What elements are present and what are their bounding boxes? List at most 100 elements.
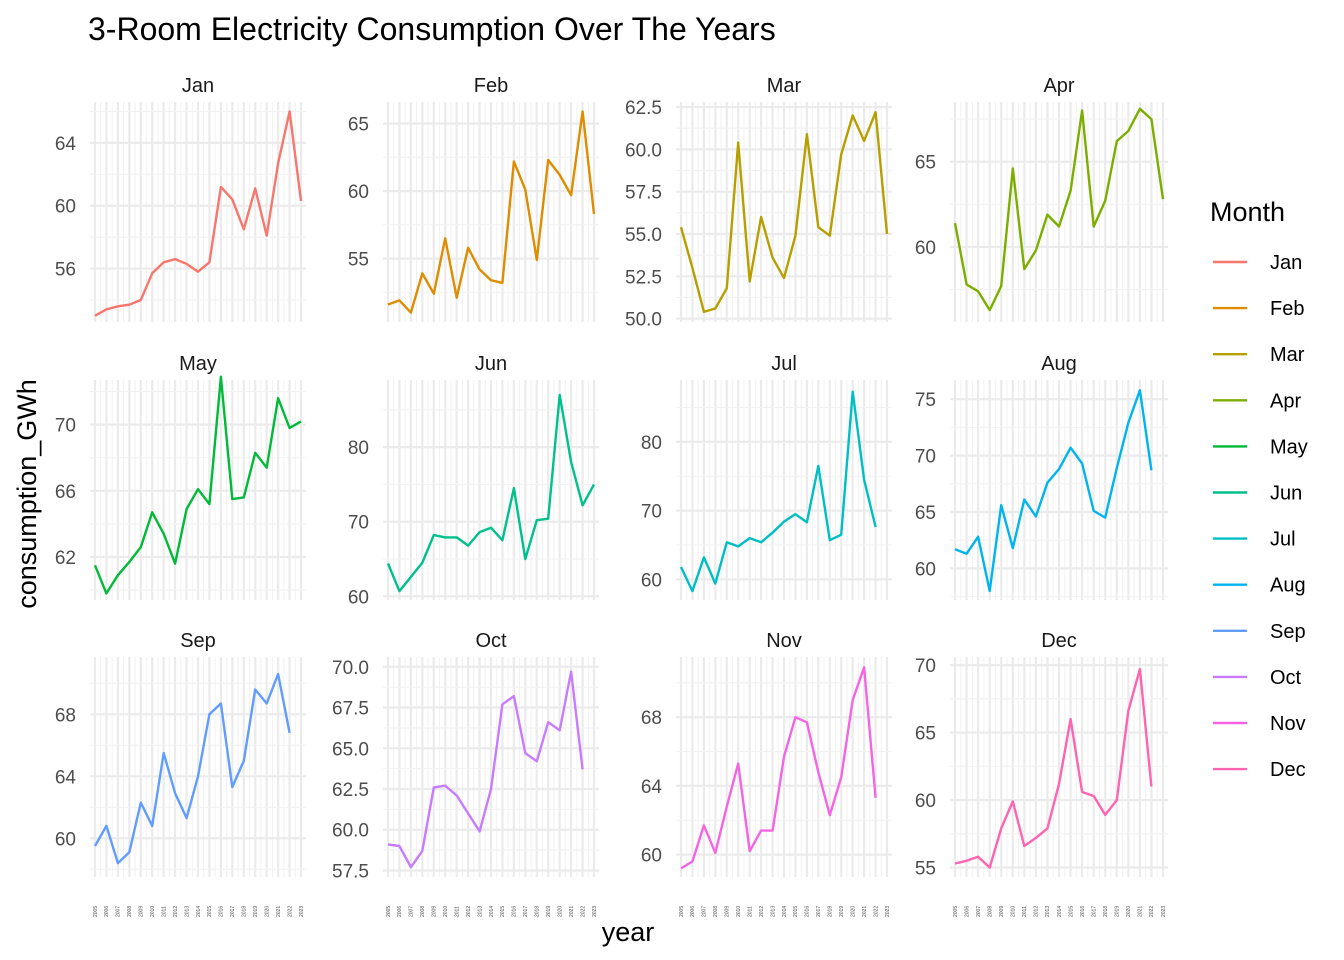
x-tick-label: 2019 [546, 906, 552, 917]
series-line-jan [94, 110, 303, 317]
x-tick-label: 2023 [299, 906, 305, 917]
series-line-jul [679, 390, 877, 593]
y-tick-label: 52.5 [625, 267, 662, 288]
facet-strip-label: Jun [475, 353, 507, 375]
x-tick-label: 2005 [93, 906, 99, 917]
y-tick-label: 65 [348, 115, 369, 136]
legend-item-may: May [1213, 436, 1308, 458]
legend-label: May [1270, 436, 1308, 458]
x-tick-label: 2012 [466, 906, 472, 917]
x-tick-label: 2017 [230, 906, 236, 917]
x-tick-label: 2018 [1103, 906, 1109, 917]
legend-title: Month [1210, 197, 1285, 227]
y-tick-label: 62.5 [625, 98, 662, 119]
x-tick-label: 2018 [828, 906, 834, 917]
y-tick-label: 70 [915, 656, 936, 677]
x-tick-label: 2013 [184, 906, 190, 917]
x-tick-label: 2006 [104, 906, 110, 917]
x-tick-label: 2005 [953, 906, 959, 917]
x-tick-label: 2022 [580, 906, 586, 917]
x-tick-label: 2020 [557, 906, 563, 917]
y-tick-label: 68 [641, 708, 662, 729]
y-tick-label: 75 [915, 390, 936, 411]
x-tick-label: 2010 [443, 906, 449, 917]
y-tick-label: 64 [641, 777, 663, 798]
y-tick-label: 80 [348, 438, 369, 459]
x-tick-label: 2005 [679, 906, 685, 917]
legend-item-jan: Jan [1213, 252, 1302, 274]
x-tick-label: 2010 [736, 906, 742, 917]
legend-label: Jun [1270, 483, 1302, 505]
facet-panel-dec: Dec 55 60 65 70 2005 2006 2007 2008 2009 2010 2011 2… [915, 630, 1168, 917]
facet-panel-oct: Oct 57.5 60.0 62.5 65.0 67.5 70.0 2005 2006 2007 2… [332, 630, 599, 917]
facet-strip-label: Apr [1043, 75, 1074, 97]
y-tick-label: 64 [55, 767, 77, 788]
y-tick-label: 70 [915, 447, 936, 468]
facet-strip-label: Oct [475, 630, 507, 652]
legend-label: Aug [1270, 575, 1306, 597]
legend-item-jun: Jun [1213, 483, 1302, 505]
x-tick-label: 2022 [873, 906, 879, 917]
y-tick-label: 57.5 [625, 183, 662, 204]
x-tick-label: 2012 [1034, 906, 1040, 917]
x-tick-label: 2012 [759, 906, 765, 917]
facet-strip-label: Nov [766, 630, 802, 652]
series-line-aug [954, 389, 1153, 593]
x-tick-label: 2019 [839, 906, 845, 917]
x-tick-label: 2014 [196, 906, 202, 917]
y-tick-label: 60 [641, 570, 662, 591]
x-tick-label: 2006 [690, 906, 696, 917]
legend-label: Jul [1270, 529, 1296, 551]
x-tick-label: 2006 [397, 906, 403, 917]
x-tick-label: 2021 [1138, 906, 1144, 917]
y-tick-label: 65 [915, 724, 936, 745]
y-tick-label: 60 [348, 587, 369, 608]
series-line-may [93, 375, 302, 595]
x-tick-label: 2007 [702, 906, 708, 917]
x-tick-label: 2014 [489, 906, 495, 917]
y-tick-label: 60 [915, 238, 936, 259]
x-tick-label: 2009 [725, 906, 731, 917]
facet-strip-label: Mar [767, 75, 802, 97]
facet-strip-label: May [179, 353, 217, 375]
facet-panel-apr: Apr 60 65 [915, 75, 1168, 322]
series-line-sep [93, 672, 291, 865]
y-axis-title: consumption_GWh [12, 379, 42, 609]
y-tick-label: 60 [55, 197, 76, 218]
y-tick-label: 65 [915, 153, 936, 174]
x-tick-label: 2019 [1115, 906, 1121, 917]
x-tick-label: 2020 [1126, 906, 1132, 917]
y-tick-label: 67.5 [332, 699, 369, 720]
y-tick-label: 60 [348, 182, 369, 203]
x-tick-label: 2022 [287, 906, 293, 917]
legend-label: Oct [1270, 667, 1302, 689]
y-tick-label: 57.5 [332, 861, 369, 882]
y-tick-label: 70 [55, 416, 76, 437]
legend-label: Apr [1270, 390, 1301, 412]
x-tick-label: 2015 [793, 906, 799, 917]
facet-strip-label: Jan [182, 75, 214, 97]
x-tick-label: 2011 [1022, 906, 1028, 917]
y-tick-label: 55 [915, 859, 936, 880]
facet-panel-aug: Aug 60 65 70 75 [915, 353, 1168, 600]
x-tick-label: 2014 [1057, 906, 1063, 917]
facet-panels: Jan 56 60 64 Feb 55 60 65 Mar 50.0 52.5 55.0 57.5 60.… [55, 75, 1168, 917]
y-tick-label: 60.0 [332, 821, 369, 842]
x-tick-label: 2013 [477, 906, 483, 917]
x-tick-label: 2006 [964, 906, 970, 917]
x-tick-label: 2023 [1161, 906, 1167, 917]
series-line-feb [387, 110, 596, 314]
x-tick-label: 2015 [207, 906, 213, 917]
x-tick-label: 2013 [1045, 906, 1051, 917]
y-tick-label: 80 [641, 433, 662, 454]
x-tick-label: 2009 [139, 906, 145, 917]
facet-panel-may: May 62 66 70 [55, 353, 306, 600]
x-tick-label: 2008 [987, 906, 993, 917]
x-tick-label: 2020 [850, 906, 856, 917]
x-tick-label: 2020 [264, 906, 270, 917]
x-tick-label: 2010 [1011, 906, 1017, 917]
legend-item-jul: Jul [1213, 529, 1296, 551]
x-tick-label: 2007 [976, 906, 982, 917]
x-tick-label: 2009 [432, 906, 438, 917]
